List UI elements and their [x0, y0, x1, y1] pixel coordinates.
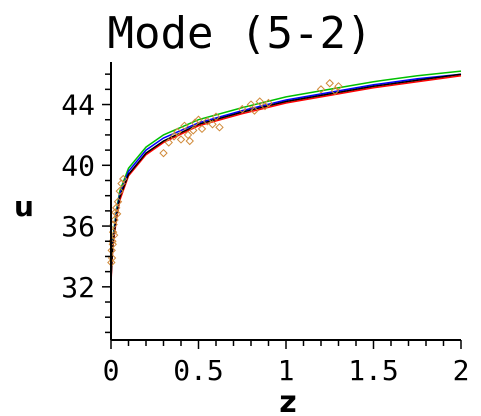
data-point — [250, 106, 259, 115]
series-line-4 — [110, 73, 462, 280]
data-point — [189, 126, 198, 135]
data-point — [246, 100, 256, 109]
data-point — [194, 115, 203, 124]
x-tick-label: 0.5 — [173, 354, 224, 387]
y-tick-label: 44 — [61, 89, 95, 122]
y-axis-label: u — [14, 190, 34, 223]
data-point — [211, 112, 221, 121]
data-point — [197, 124, 207, 134]
x-tick-label: 1.5 — [348, 354, 399, 387]
data-point — [110, 215, 119, 225]
data-point — [176, 135, 186, 144]
data-point — [180, 121, 189, 131]
data-point — [255, 97, 264, 106]
data-point — [159, 148, 168, 158]
data-point — [203, 117, 212, 126]
data-point — [115, 186, 124, 196]
data-point — [173, 127, 182, 137]
axes-layer: 0 0.5 1 1.5 2 32 36 40 44 — [61, 62, 469, 387]
x-tick-label: 2 — [453, 354, 470, 387]
data-point — [330, 86, 340, 96]
x-tick-label: 1 — [278, 354, 295, 387]
data-point — [112, 209, 122, 219]
data-point — [183, 130, 193, 140]
x-tick-label: 0 — [103, 354, 120, 387]
y-tick-label: 32 — [61, 271, 95, 304]
data-point — [334, 82, 343, 91]
data-point — [119, 174, 128, 184]
y-tick-label: 36 — [61, 210, 95, 243]
data-point — [169, 132, 179, 141]
data-point — [113, 197, 123, 206]
x-axis-label: z — [279, 385, 296, 416]
data-point — [185, 136, 194, 146]
data-point — [208, 120, 217, 129]
data-point — [164, 138, 173, 147]
data-point — [238, 104, 247, 114]
series-layer — [107, 70, 462, 283]
data-point — [264, 98, 273, 108]
data-point — [215, 123, 224, 132]
series-line-2 — [110, 73, 462, 274]
data-point — [325, 79, 334, 88]
data-point — [316, 85, 326, 94]
y-tick-label: 40 — [61, 149, 95, 182]
chart-title: Mode (5-2) — [108, 8, 373, 59]
series-line-3 — [110, 74, 462, 283]
